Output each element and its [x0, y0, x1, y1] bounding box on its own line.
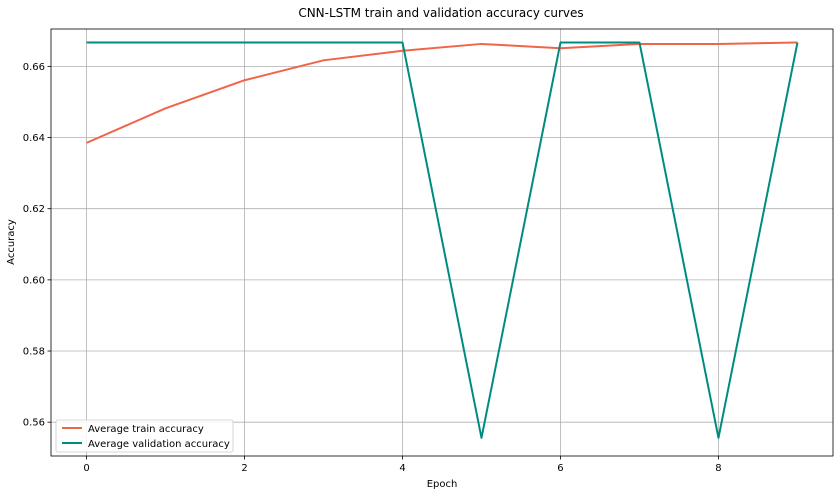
- y-tick-label: 0.66: [23, 62, 45, 73]
- y-tick-label: 0.58: [23, 347, 45, 358]
- x-tick-label: 8: [715, 463, 721, 474]
- chart-title: CNN-LSTM train and validation accuracy c…: [298, 6, 583, 20]
- plot-frame: [50, 28, 834, 457]
- y-tick-label: 0.62: [23, 204, 45, 215]
- x-tick-label: 0: [83, 463, 89, 474]
- y-axis-label: Accuracy: [6, 219, 17, 265]
- y-tick-label: 0.64: [23, 133, 45, 144]
- legend-label-train: Average train accuracy: [88, 424, 204, 435]
- train-accuracy-line: [86, 41, 798, 144]
- y-tick-label: 0.56: [23, 418, 45, 429]
- ticks: 0 2 4 6 8 0.56 0.58 0.60 0.62 0.64 0.66: [23, 62, 722, 474]
- x-tick-label: 2: [241, 463, 247, 474]
- x-axis-label: Epoch: [427, 479, 458, 490]
- grid: [51, 29, 833, 456]
- legend-label-validation: Average validation accuracy: [88, 439, 230, 450]
- x-tick-label: 6: [557, 463, 563, 474]
- legend: Average train accuracy Average validatio…: [55, 419, 234, 453]
- x-tick-label: 4: [399, 463, 405, 474]
- y-tick-label: 0.60: [23, 275, 45, 286]
- series-group: [86, 41, 799, 439]
- validation-accuracy-line: [86, 41, 799, 439]
- legend-box: [55, 419, 234, 453]
